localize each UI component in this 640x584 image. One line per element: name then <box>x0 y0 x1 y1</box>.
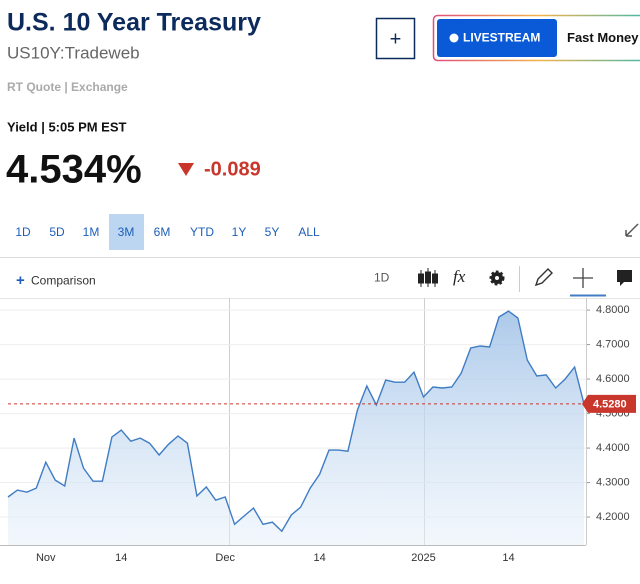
livestream-label: LIVESTREAM <box>463 31 540 45</box>
area-fill <box>8 311 584 545</box>
chart: 4.20004.30004.40004.50004.60004.70004.80… <box>0 298 636 564</box>
draw-icon[interactable] <box>534 268 553 287</box>
add-button-box <box>375 17 416 60</box>
y-tick-label: 4.4000 <box>596 442 630 454</box>
y-tick-label: 4.6000 <box>596 373 630 385</box>
candle-body <box>425 271 431 284</box>
add-button[interactable]: + <box>375 17 416 60</box>
comment-icon[interactable] <box>617 270 632 286</box>
quote-title: U.S. 10 Year Treasury <box>7 9 261 37</box>
interval-button[interactable]: 1D <box>374 271 390 285</box>
down-arrow <box>178 163 194 176</box>
y-tick-label: 4.2000 <box>596 511 630 523</box>
range-label: 6M <box>154 225 171 239</box>
livestream-box <box>437 19 557 57</box>
expand-icon[interactable] <box>625 223 639 237</box>
range-button[interactable]: 1Y <box>232 225 247 239</box>
range-button[interactable]: 5Y <box>265 225 280 239</box>
candle-icon[interactable] <box>418 268 438 287</box>
last-value-tag <box>582 394 636 413</box>
symbol: US10Y:Tradeweb <box>7 43 140 62</box>
x-tick-label: 14 <box>502 552 514 564</box>
y-tick-label: 4.3000 <box>596 476 630 488</box>
range-button[interactable]: ALL <box>298 225 320 239</box>
range-button[interactable]: 1D <box>15 225 31 239</box>
settings-icon[interactable] <box>489 270 505 286</box>
add-button-label: + <box>390 28 402 50</box>
range-button[interactable]: YTD <box>190 225 214 239</box>
yield-line <box>7 310 585 533</box>
crosshair-icon[interactable] <box>573 268 593 288</box>
range-label: 1Y <box>232 225 247 239</box>
time-label: Yield | 5:05 PM EST <box>7 119 127 134</box>
gear-hole <box>495 276 499 280</box>
candle-body <box>418 273 424 284</box>
last-price: 4.534% <box>6 148 142 192</box>
range-label: YTD <box>190 225 214 239</box>
range-label: 5Y <box>265 225 280 239</box>
comparison-icon: + <box>16 272 25 289</box>
x-tick-label: 14 <box>313 552 325 564</box>
last-value-label: 4.5280 <box>593 398 627 410</box>
range-label: 3M <box>118 225 135 239</box>
y-tick-label: 4.8000 <box>596 304 630 316</box>
range-button[interactable]: 1M <box>83 225 100 239</box>
range-label: 1D <box>15 225 31 239</box>
range-label: 5D <box>49 225 65 239</box>
live-dot <box>449 33 459 43</box>
range-label: ALL <box>298 225 320 239</box>
quote-source: RT Quote | Exchange <box>7 80 128 94</box>
x-tick-label: Dec <box>215 552 235 564</box>
livestream-button[interactable]: LIVESTREAM <box>437 19 557 57</box>
price-change: -0.089 <box>204 158 261 180</box>
range-button[interactable]: 5D <box>49 225 65 239</box>
x-tick-label: Nov <box>36 552 56 564</box>
candle-body <box>432 273 438 284</box>
comparison-button[interactable]: + Comparison <box>16 272 96 289</box>
comparison-label: Comparison <box>31 274 96 288</box>
indicator-button[interactable]: fx <box>453 267 466 286</box>
range-selector: 1D 5D 1M 3M 6M YTD 1Y 5Y ALL <box>15 214 320 250</box>
x-tick-label: 2025 <box>411 552 435 564</box>
y-tick-label: 4.7000 <box>596 338 630 350</box>
range-active-bg <box>109 214 144 250</box>
range-button[interactable]: 6M <box>154 225 171 239</box>
x-tick-label: 14 <box>115 552 127 564</box>
show-name[interactable]: Fast Money <box>567 30 639 45</box>
range-button[interactable]: 3M <box>109 214 144 250</box>
range-label: 1M <box>83 225 100 239</box>
